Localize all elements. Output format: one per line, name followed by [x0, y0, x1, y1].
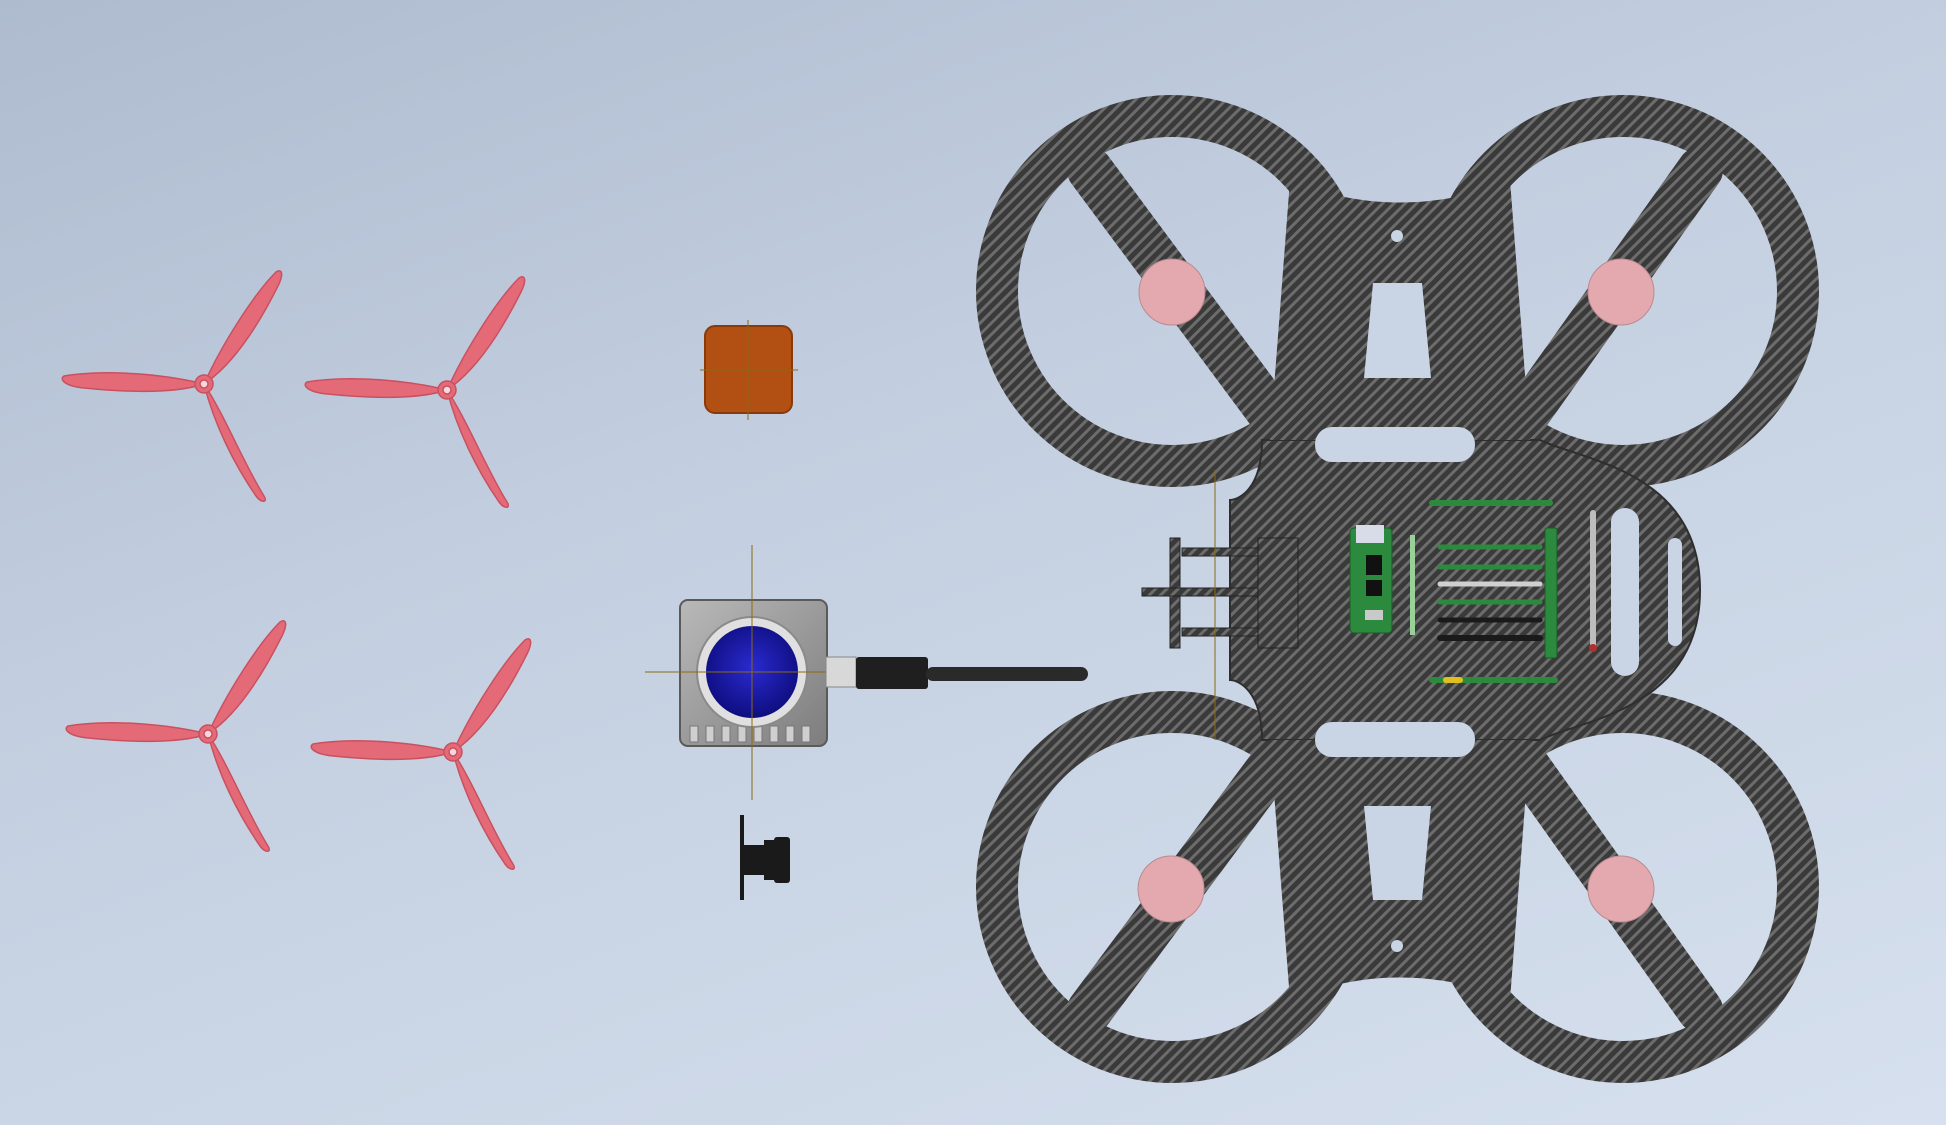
propeller-bottom-right-icon[interactable] — [310, 638, 532, 871]
battery-block-icon[interactable] — [700, 320, 798, 420]
flight-controller-icon[interactable] — [1349, 525, 1415, 635]
quad-frame-icon[interactable] — [976, 95, 1819, 1083]
camera-cage-icon[interactable] — [1141, 537, 1299, 649]
propeller-bottom-left-icon[interactable] — [65, 620, 287, 853]
camera-mount-icon[interactable] — [740, 815, 790, 900]
propeller-top-left-icon[interactable] — [61, 270, 283, 503]
esc-wires-icon[interactable] — [1429, 500, 1597, 683]
fpv-camera-icon[interactable] — [645, 545, 860, 800]
propellers — [61, 270, 532, 871]
antenna-icon[interactable] — [825, 656, 1088, 689]
propeller-top-right-icon[interactable] — [304, 276, 526, 509]
